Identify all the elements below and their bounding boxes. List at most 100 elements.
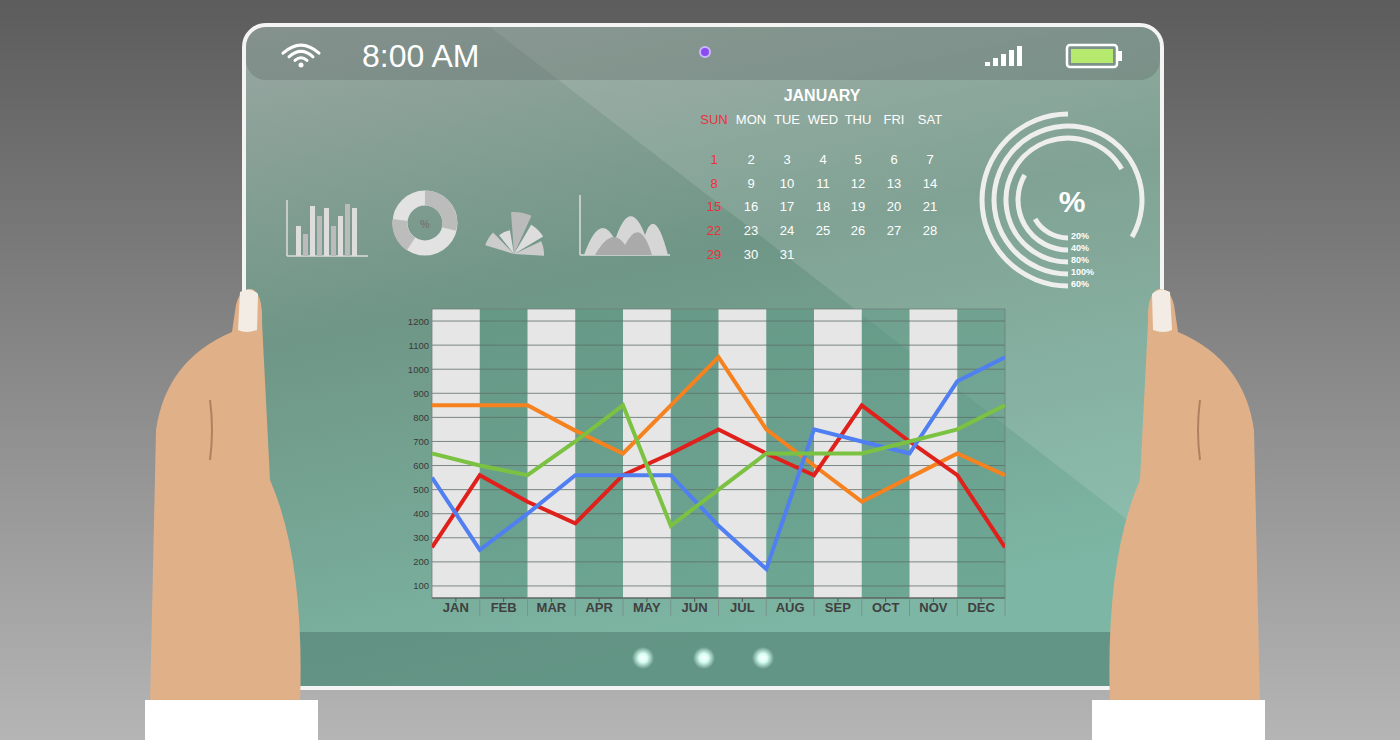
x-tick-label: FEB <box>491 600 517 615</box>
calendar-day: 12 <box>851 176 865 191</box>
calendar-day: 13 <box>887 176 901 191</box>
column-stripe <box>910 309 958 598</box>
gauge-ring <box>1035 219 1068 238</box>
icon-donut-part <box>400 220 411 244</box>
calendar-day: 6 <box>890 152 897 167</box>
calendar-day: 22 <box>707 223 721 238</box>
wifi-arc <box>295 58 307 61</box>
icon-bar <box>352 208 357 256</box>
gauge: 20%40%80%100%60%% <box>982 114 1142 289</box>
icon-axis <box>286 200 288 256</box>
calendar-day: 2 <box>747 152 754 167</box>
calendar-day: 3 <box>783 152 790 167</box>
month-separator <box>1005 598 1006 616</box>
grid-line <box>432 513 1005 514</box>
y-tick-label: 400 <box>413 508 429 519</box>
icon-rose <box>514 241 544 256</box>
plot-area <box>432 309 1005 598</box>
grid-line <box>432 537 1005 538</box>
calendar-day: 14 <box>923 176 937 191</box>
grid-line <box>432 393 1005 394</box>
y-tick-label: 100 <box>413 580 429 591</box>
icon-bar <box>303 234 308 256</box>
nav-light <box>693 647 715 669</box>
calendar-day: 26 <box>851 223 865 238</box>
x-tick-label: SEP <box>825 600 851 615</box>
icon-axis <box>579 195 581 255</box>
calendar-day: 5 <box>854 152 861 167</box>
y-tick-label: 300 <box>413 532 429 543</box>
calendar-day: 28 <box>923 223 937 238</box>
calendar-day: 27 <box>887 223 901 238</box>
hands <box>145 289 1265 740</box>
month-separator <box>718 598 719 616</box>
calendar-day: 17 <box>780 199 794 214</box>
gauge-label: 20% <box>1071 231 1089 241</box>
calendar-day: 19 <box>851 199 865 214</box>
calendar-day: 30 <box>744 247 758 262</box>
series-group <box>432 357 1005 569</box>
y-tick-label: 800 <box>413 412 429 423</box>
x-tick-label: JUL <box>730 600 755 615</box>
x-tick-label: MAY <box>633 600 661 615</box>
icon-bar <box>324 208 329 256</box>
x-tick-label: NOV <box>919 600 948 615</box>
calendar-weekday: TUE <box>774 112 800 127</box>
calendar-weekday: SUN <box>700 112 727 127</box>
y-tick-label: 200 <box>413 556 429 567</box>
wifi-icon <box>283 45 319 67</box>
calendar-day: 31 <box>780 247 794 262</box>
signal-bar <box>1001 54 1006 66</box>
tablet <box>244 25 1162 688</box>
x-tick-label: JAN <box>443 600 469 615</box>
right-finger-line <box>1198 400 1200 460</box>
clock: 8:00 AM <box>362 38 479 74</box>
grid-line <box>432 417 1005 418</box>
nav-light <box>752 647 774 669</box>
left-thumbnail <box>238 289 258 332</box>
scene: 8:00 AM%JANUARYSUNMONTUEWEDTHUFRISAT1234… <box>0 0 1400 740</box>
line-chart: 100200300400500600700800900100011001200J… <box>408 309 1005 616</box>
calendar-weekday: WED <box>808 112 838 127</box>
x-tick-label: DEC <box>967 600 995 615</box>
grid-line <box>432 465 1005 466</box>
battery-tip <box>1118 51 1122 61</box>
calendar: JANUARYSUNMONTUEWEDTHUFRISAT123456789101… <box>700 87 942 262</box>
calendar-day: 7 <box>926 152 933 167</box>
calendar-day: 24 <box>780 223 794 238</box>
signal-bar <box>993 58 998 66</box>
icon-bar <box>317 216 322 256</box>
month-separator <box>479 598 480 616</box>
gauge-label: 40% <box>1071 243 1089 253</box>
series-line <box>432 357 1005 569</box>
status-bar <box>246 27 1160 80</box>
signal-bar <box>1017 46 1022 66</box>
x-tick-label: OCT <box>872 600 900 615</box>
icon-bar <box>345 204 350 256</box>
grid-line <box>432 561 1005 562</box>
nav-light <box>632 647 654 669</box>
signal-bar <box>985 62 990 66</box>
gauge-label: 100% <box>1071 267 1094 277</box>
right-thumbnail <box>1152 289 1172 332</box>
month-separator <box>957 598 958 616</box>
calendar-day: 4 <box>819 152 826 167</box>
right-hand <box>1109 289 1260 705</box>
grid-line <box>432 345 1005 346</box>
battery <box>1067 45 1117 67</box>
month-separator <box>766 598 767 616</box>
month-separator <box>861 598 862 616</box>
calendar-day: 16 <box>744 199 758 214</box>
plot-frame <box>432 309 1005 598</box>
gauge-ring <box>982 114 1068 286</box>
grid-line <box>432 369 1005 370</box>
right-hand-group <box>1109 289 1260 705</box>
calendar-day: 23 <box>744 223 758 238</box>
background <box>0 0 1400 740</box>
x-tick-label: MAR <box>537 600 567 615</box>
grid-line <box>432 321 1005 322</box>
calendar-day: 15 <box>707 199 721 214</box>
icon-rose <box>499 230 514 254</box>
calendar-day: 9 <box>747 176 754 191</box>
bottom-bar <box>295 632 1115 686</box>
